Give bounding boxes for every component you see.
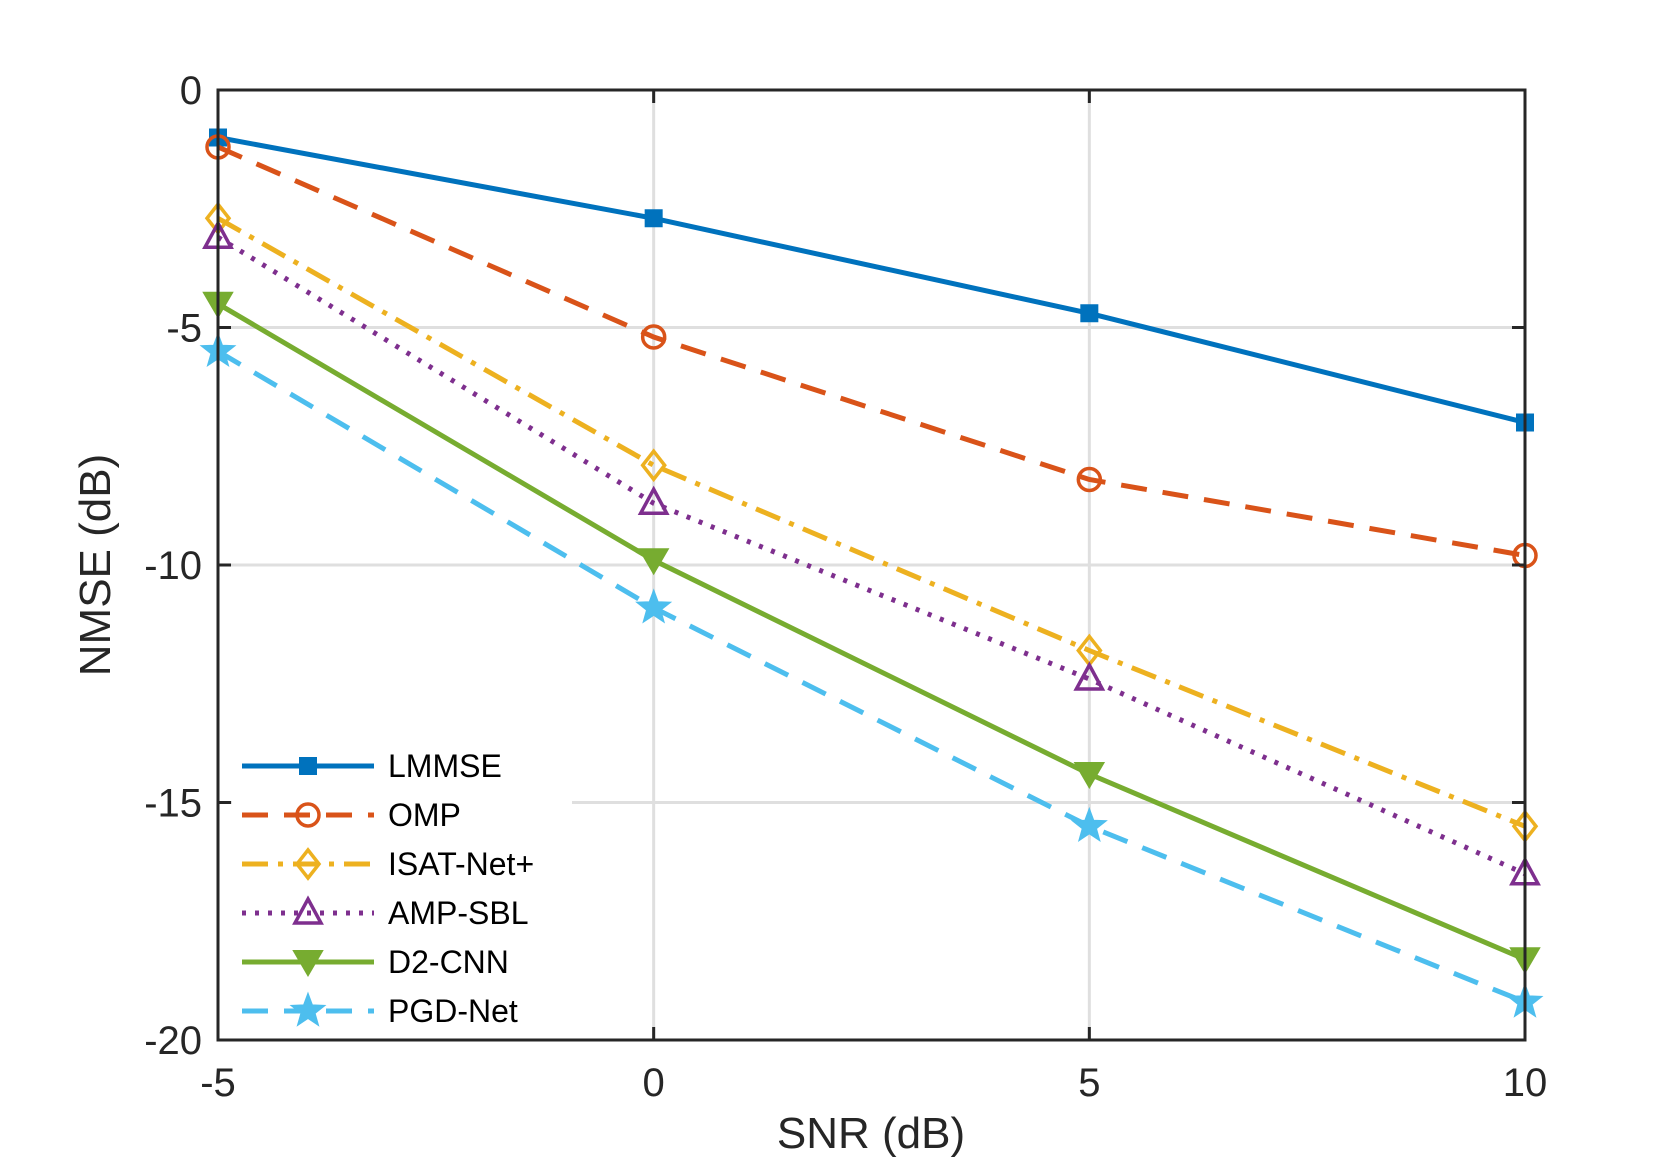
axis-ticks	[216, 88, 1527, 1042]
data-point-marker	[1073, 762, 1106, 789]
data-point-marker	[637, 485, 670, 515]
series-line	[216, 301, 1526, 962]
legend-marker	[295, 802, 321, 828]
legend-entry: PGD-Net	[242, 991, 518, 1029]
legend-entry: ISAT-Net+	[242, 846, 534, 882]
data-point-marker	[1076, 466, 1103, 493]
series-line	[216, 349, 1526, 1005]
data-point-marker	[1070, 806, 1108, 842]
legend-label: LMMSE	[388, 748, 502, 784]
data-point-marker	[644, 209, 663, 228]
x-axis-label: SNR (dB)	[777, 1109, 965, 1158]
legend-entry: LMMSE	[242, 748, 502, 784]
legend-label: AMP-SBL	[388, 895, 528, 931]
y-tick-label: 0	[180, 69, 202, 113]
data-point-marker	[640, 448, 667, 483]
legend-label: OMP	[388, 797, 461, 833]
legend: LMMSE OMP ISAT-Net+ AMP-SBL D2-CNN PGD-Net	[232, 740, 572, 1036]
y-tick-label: -10	[144, 544, 202, 588]
data-point-marker	[637, 548, 670, 576]
y-tick-label: -20	[144, 1019, 202, 1063]
legend-marker	[289, 991, 327, 1027]
legend-entry: OMP	[242, 797, 461, 833]
legend-marker	[294, 847, 322, 881]
legend-marker	[292, 950, 324, 977]
x-tick-label: 0	[643, 1061, 665, 1105]
legend-label: ISAT-Net+	[388, 846, 534, 882]
x-tick-label: -5	[200, 1061, 236, 1105]
legend-entry: AMP-SBL	[242, 895, 528, 931]
legend-label: PGD-Net	[388, 993, 518, 1029]
data-point-marker	[640, 324, 667, 350]
y-tick-label: -5	[166, 307, 202, 351]
legend-label: D2-CNN	[388, 944, 509, 980]
tick-labels: -5 0 5 10 0 -5 -10 -15 -20	[144, 69, 1547, 1105]
data-point-marker	[635, 588, 673, 624]
x-tick-label: 5	[1078, 1061, 1100, 1105]
series-lmmse	[209, 128, 1534, 432]
x-tick-label: 10	[1503, 1061, 1548, 1105]
data-point-marker	[1080, 304, 1099, 323]
legend-box	[232, 740, 572, 1036]
series-line	[217, 144, 1526, 558]
y-tick-label: -15	[144, 782, 202, 826]
legend-marker	[299, 757, 317, 775]
series-line	[216, 216, 1526, 829]
data-point-marker	[1073, 661, 1106, 691]
legend-marker	[292, 895, 324, 925]
y-axis-label: NMSE (dB)	[71, 454, 120, 676]
series-line	[217, 135, 1526, 425]
legend-entry: D2-CNN	[242, 944, 509, 980]
